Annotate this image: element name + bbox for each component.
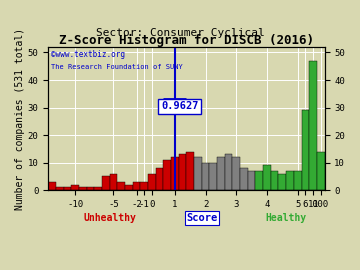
Bar [240, 168, 248, 190]
Bar [217, 157, 225, 190]
Bar [263, 165, 271, 190]
Text: Score: Score [186, 213, 217, 223]
Text: Healthy: Healthy [266, 213, 307, 223]
Bar [256, 171, 263, 190]
Text: ©www.textbiz.org: ©www.textbiz.org [51, 50, 125, 59]
Bar [117, 182, 125, 190]
Bar [94, 187, 102, 190]
Bar [133, 182, 140, 190]
Bar [194, 157, 202, 190]
Bar [56, 187, 64, 190]
Bar [171, 157, 179, 190]
Bar [186, 151, 194, 190]
Bar [79, 187, 87, 190]
Bar [309, 61, 317, 190]
Bar [248, 171, 256, 190]
Bar [148, 174, 156, 190]
Bar [210, 163, 217, 190]
Bar [302, 110, 309, 190]
Bar [64, 187, 71, 190]
Bar [225, 154, 233, 190]
Bar [125, 185, 133, 190]
Bar [48, 182, 56, 190]
Bar [233, 157, 240, 190]
Bar [71, 185, 79, 190]
Text: The Research Foundation of SUNY: The Research Foundation of SUNY [51, 64, 183, 70]
Bar [279, 174, 286, 190]
Bar [163, 160, 171, 190]
Bar [156, 168, 163, 190]
Y-axis label: Number of companies (531 total): Number of companies (531 total) [15, 28, 25, 210]
Title: Z-Score Histogram for DISCB (2016): Z-Score Histogram for DISCB (2016) [59, 34, 314, 47]
Bar [317, 151, 324, 190]
Bar [286, 171, 294, 190]
Bar [294, 171, 302, 190]
Bar [140, 182, 148, 190]
Bar [87, 187, 94, 190]
Bar [179, 154, 186, 190]
Bar [202, 163, 210, 190]
Bar [110, 174, 117, 190]
Text: 0.9627: 0.9627 [161, 101, 199, 111]
Text: Unhealthy: Unhealthy [83, 213, 136, 223]
Text: Sector: Consumer Cyclical: Sector: Consumer Cyclical [96, 28, 264, 38]
Bar [102, 176, 110, 190]
Bar [271, 171, 279, 190]
